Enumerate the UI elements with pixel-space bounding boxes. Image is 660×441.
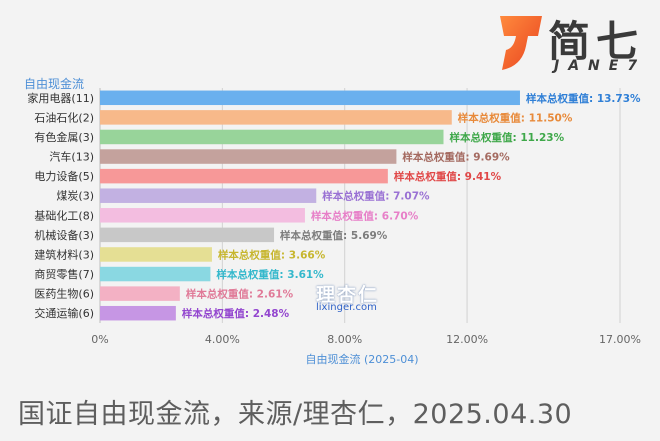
bar-value-label: 样本总权重值: 11.50% [458, 111, 573, 124]
y-category-label: 家用电器(11) [27, 91, 94, 105]
bar-value-label: 样本总权重值: 2.61% [186, 288, 294, 301]
jane7-logo: 简七 JANE7 [498, 12, 648, 80]
lixinger-watermark: 理杏仁 lixinger.com [312, 280, 377, 316]
x-axis-label: 自由现金流 (2025-04) [305, 352, 418, 366]
bar [100, 188, 317, 203]
y-category-label: 有色金属(3) [34, 130, 94, 144]
y-category-label: 建筑材料(3) [34, 247, 94, 261]
bar-value-label: 样本总权重值: 9.41% [394, 170, 502, 183]
x-tick-label: 0% [91, 333, 108, 346]
y-category-label: 交通运输(6) [34, 306, 94, 320]
y-category-label: 煤炭(3) [56, 190, 94, 203]
y-category-label: 汽车(13) [49, 150, 94, 164]
bar-value-label: 样本总权重值: 3.66% [218, 248, 326, 261]
y-category-label: 商贸零售(7) [34, 267, 94, 281]
bars: 家用电器(11) 样本总权重值: 13.73% 石油石化(2) 样本总权重值: 11.… [27, 90, 641, 321]
bar-value-label: 样本总权重值: 3.61% [216, 268, 324, 281]
y-category-label: 电力设备(5) [34, 169, 94, 183]
bar-value-label: 样本总权重值: 9.69% [402, 151, 510, 164]
logo-mark-icon [500, 16, 542, 70]
x-tick-label: 17.00% [599, 333, 641, 346]
bar-value-label: 样本总权重值: 7.07% [322, 190, 430, 203]
x-tick-label: 12.00% [446, 333, 488, 346]
y-category-label: 基础化工(8) [34, 208, 94, 222]
logo-english: JANE7 [554, 58, 647, 74]
bar [100, 129, 444, 145]
watermark-chinese: 理杏仁 [316, 284, 380, 306]
bar-value-label: 样本总权重值: 6.70% [311, 209, 419, 222]
watermark-url: lixinger.com [316, 302, 377, 313]
bar [100, 227, 275, 243]
bar [100, 208, 305, 223]
y-category-label: 医药生物(6) [34, 287, 94, 301]
bar [100, 149, 397, 164]
y-category-label: 石油石化(2) [34, 110, 94, 124]
bar-value-label: 样本总权重值: 11.23% [450, 131, 565, 144]
grid-lines [99, 88, 621, 323]
bar [100, 168, 388, 184]
bar [100, 305, 176, 321]
bar [100, 90, 520, 106]
x-axis-ticks: 0% 4.00% 8.00% 12.00% 17.00% [91, 333, 641, 346]
footer-caption: 国证自由现金流，来源/理杏仁，2025.04.30 [18, 399, 573, 430]
logo-chinese: 简七 [548, 17, 645, 66]
bar [100, 266, 211, 282]
x-tick-label: 4.00% [205, 333, 240, 346]
bar-value-label: 样本总权重值: 5.69% [280, 229, 388, 242]
bar [100, 247, 212, 262]
bar-value-label: 样本总权重值: 2.48% [182, 307, 290, 320]
bar [100, 286, 180, 301]
chart-title: 自由现金流 [24, 76, 84, 91]
x-tick-label: 8.00% [327, 333, 362, 346]
bar-value-label: 样本总权重值: 13.73% [526, 92, 641, 105]
y-category-label: 机械设备(3) [34, 228, 94, 242]
bar [100, 110, 452, 125]
